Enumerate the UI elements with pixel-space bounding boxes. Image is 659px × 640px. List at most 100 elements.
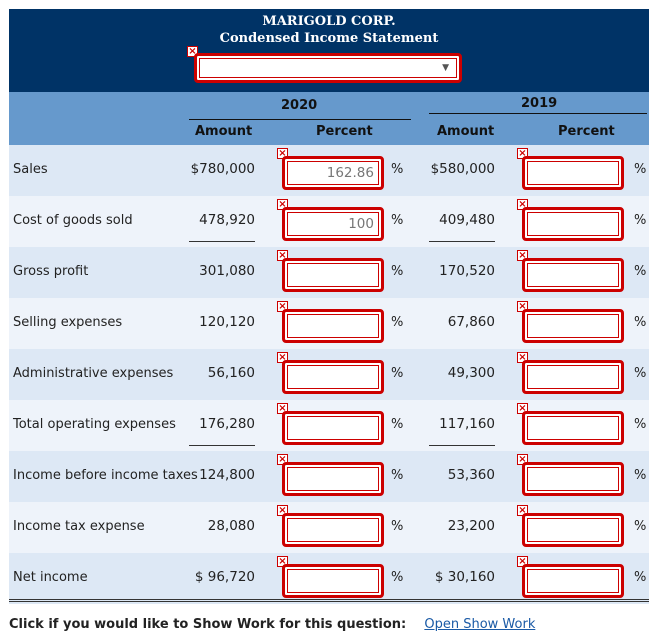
period-select[interactable]: ▼ bbox=[194, 53, 462, 83]
row-label: Income tax expense bbox=[13, 519, 145, 534]
percent-2020-input[interactable] bbox=[282, 309, 384, 343]
amount-2020-header: Amount bbox=[195, 124, 253, 139]
amount-2019: 117,160 bbox=[429, 416, 495, 446]
percent-2020-input[interactable] bbox=[282, 462, 384, 496]
amount-2019-value: 23,200 bbox=[447, 518, 495, 534]
percent-2019-input[interactable] bbox=[522, 207, 624, 241]
percent-2019-input[interactable] bbox=[522, 360, 624, 394]
table-row: Sales $780,000 × 162.86% $580,000 ×% bbox=[9, 145, 649, 196]
table-row: Cost of goods sold 478,920 × 100% 409,480 ×% bbox=[9, 196, 649, 247]
percent-sign: % bbox=[391, 519, 404, 534]
table-row: Gross profit 301,080 ×% 170,520 ×% bbox=[9, 247, 649, 298]
amount-2020-value: 176,280 bbox=[199, 416, 255, 432]
percent-2020-input[interactable] bbox=[282, 513, 384, 547]
percent-2019-input[interactable] bbox=[522, 564, 624, 598]
amount-2020-value: $780,000 bbox=[190, 161, 255, 177]
amount-2019: 23,200 bbox=[429, 518, 495, 534]
amount-underline bbox=[429, 445, 495, 446]
percent-2019-input[interactable] bbox=[522, 462, 624, 496]
show-work-footer: Click if you would like to Show Work for… bbox=[9, 617, 535, 632]
percent-sign: % bbox=[391, 417, 404, 432]
row-label: Administrative expenses bbox=[13, 366, 174, 381]
percent-2020-header: Percent bbox=[316, 124, 373, 139]
amount-2020: 120,120 bbox=[189, 314, 255, 330]
percent-2020-input[interactable] bbox=[282, 411, 384, 445]
chevron-down-icon: ▼ bbox=[442, 63, 449, 73]
amount-2019: 409,480 bbox=[429, 212, 495, 242]
show-work-prompt: Click if you would like to Show Work for… bbox=[9, 617, 407, 632]
row-label: Gross profit bbox=[13, 264, 89, 279]
amount-2019: 49,300 bbox=[429, 365, 495, 381]
percent-sign: % bbox=[634, 366, 647, 381]
percent-sign: % bbox=[391, 315, 404, 330]
year-2020-rule bbox=[189, 119, 411, 120]
amount-2019-value: $ 30,160 bbox=[434, 569, 495, 585]
double-underline bbox=[9, 599, 649, 602]
company-name: MARIGOLD CORP. bbox=[262, 14, 396, 29]
amount-2020: 124,800 bbox=[189, 467, 255, 483]
amount-2020: 28,080 bbox=[189, 518, 255, 534]
year-2019-rule bbox=[429, 113, 647, 114]
percent-2019-input[interactable] bbox=[522, 513, 624, 547]
percent-sign: % bbox=[391, 264, 404, 279]
amount-2020-value: 124,800 bbox=[199, 467, 255, 483]
amount-2019-value: 49,300 bbox=[447, 365, 495, 381]
column-header-band: 2020 2019 Amount Percent Amount Percent bbox=[9, 92, 649, 145]
amount-2020-value: 28,080 bbox=[207, 518, 255, 534]
income-statement: MARIGOLD CORP. Condensed Income Statemen… bbox=[9, 9, 649, 604]
percent-sign: % bbox=[634, 417, 647, 432]
percent-2020-input[interactable] bbox=[282, 360, 384, 394]
percent-2019-input[interactable] bbox=[522, 258, 624, 292]
percent-sign: % bbox=[634, 264, 647, 279]
percent-sign: % bbox=[634, 519, 647, 534]
amount-2019-value: 409,480 bbox=[439, 212, 495, 228]
amount-2020: 301,080 bbox=[189, 263, 255, 279]
percent-sign: % bbox=[634, 213, 647, 228]
row-label: Total operating expenses bbox=[13, 417, 176, 432]
amount-2019: 170,520 bbox=[429, 263, 495, 279]
percent-sign: % bbox=[634, 162, 647, 177]
table-row: Total operating expenses 176,280 ×% 117,160… bbox=[9, 400, 649, 451]
year-2020-header: 2020 bbox=[281, 98, 318, 113]
table-row: Administrative expenses 56,160 ×% 49,300 ×% bbox=[9, 349, 649, 400]
percent-2019-input[interactable] bbox=[522, 156, 624, 190]
amount-underline bbox=[189, 241, 255, 242]
table-row: Income before income taxes 124,800 ×% 53,36… bbox=[9, 451, 649, 502]
table-row: Net income $ 96,720 ×% $ 30,160 ×% bbox=[9, 553, 649, 604]
row-label: Sales bbox=[13, 162, 48, 177]
amount-2020-value: 120,120 bbox=[199, 314, 255, 330]
amount-2019-header: Amount bbox=[437, 124, 495, 139]
amount-2019: 53,360 bbox=[429, 467, 495, 483]
amount-2019: $580,000 bbox=[429, 161, 495, 177]
amount-2019-value: 170,520 bbox=[439, 263, 495, 279]
amount-2019-value: 67,860 bbox=[447, 314, 495, 330]
row-label: Cost of goods sold bbox=[13, 213, 133, 228]
amount-underline bbox=[429, 241, 495, 242]
percent-sign: % bbox=[391, 213, 404, 228]
percent-2020-input[interactable] bbox=[282, 258, 384, 292]
open-show-work-link[interactable]: Open Show Work bbox=[424, 617, 536, 632]
statement-header: MARIGOLD CORP. Condensed Income Statemen… bbox=[9, 9, 649, 92]
percent-2019-input[interactable] bbox=[522, 309, 624, 343]
percent-2019-header: Percent bbox=[558, 124, 615, 139]
percent-sign: % bbox=[391, 366, 404, 381]
amount-2019: $ 30,160 bbox=[429, 569, 495, 585]
percent-2020-input[interactable] bbox=[282, 564, 384, 598]
amount-2019-value: 117,160 bbox=[439, 416, 495, 432]
amount-2020: 176,280 bbox=[189, 416, 255, 446]
amount-2020-value: $ 96,720 bbox=[194, 569, 255, 585]
amount-2020: 478,920 bbox=[189, 212, 255, 242]
amount-2019-value: $580,000 bbox=[430, 161, 495, 177]
percent-sign: % bbox=[391, 162, 404, 177]
error-x-icon: × bbox=[187, 46, 198, 57]
amount-2020: $780,000 bbox=[189, 161, 255, 177]
row-label: Net income bbox=[13, 570, 88, 585]
row-label: Income before income taxes bbox=[13, 468, 198, 483]
percent-sign: % bbox=[391, 468, 404, 483]
amount-underline bbox=[189, 445, 255, 446]
percent-2020-input[interactable]: 100 bbox=[282, 207, 384, 241]
percent-2019-input[interactable] bbox=[522, 411, 624, 445]
percent-2020-input[interactable]: 162.86 bbox=[282, 156, 384, 190]
amount-2020: 56,160 bbox=[189, 365, 255, 381]
amount-2019-value: 53,360 bbox=[447, 467, 495, 483]
